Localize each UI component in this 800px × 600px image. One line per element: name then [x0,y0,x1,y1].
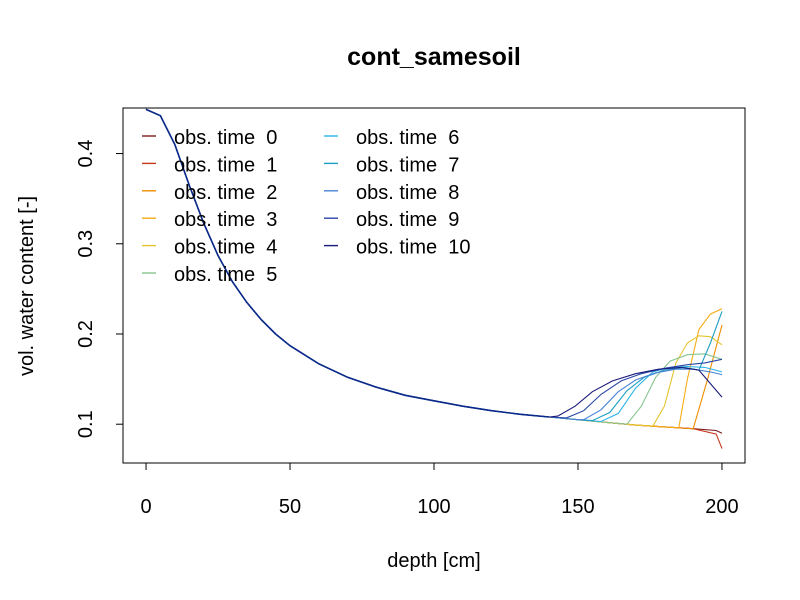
series-group [145,108,723,449]
legend-label: obs. time 1 [174,154,277,176]
legend-label: obs. time 3 [174,209,277,231]
x-axis: 0 50 100 150 200 [140,462,739,518]
chart-title: cont_samesoil [347,43,521,71]
y-tick-label: 0.4 [75,140,97,168]
y-axis-label: vol. water content [-] [16,196,38,376]
legend-label: obs. time 6 [356,127,459,149]
legend: obs. time 0 obs. time 1 obs. time 2 obs. ti… [142,127,471,286]
legend-label: obs. time 10 [356,237,471,259]
x-axis-label: depth [cm] [387,550,480,572]
legend-label: obs. time 4 [174,237,277,259]
x-tick-label: 0 [140,496,151,518]
x-tick-label: 200 [705,496,738,518]
legend-label: obs. time 9 [356,209,459,231]
legend-label: obs. time 2 [174,182,277,204]
legend-label: obs. time 5 [174,264,277,286]
legend-label: obs. time 7 [356,154,459,176]
x-tick-label: 50 [279,496,301,518]
x-tick-label: 100 [417,496,450,518]
y-tick-label: 0.2 [75,320,97,348]
x-tick-label: 150 [561,496,594,518]
y-tick-label: 0.1 [75,410,97,438]
series-line-overlay [145,108,550,418]
y-tick-label: 0.3 [75,230,97,258]
legend-label: obs. time 0 [174,127,277,149]
legend-label: obs. time 8 [356,182,459,204]
y-axis: 0.1 0.2 0.3 0.4 [75,140,124,438]
